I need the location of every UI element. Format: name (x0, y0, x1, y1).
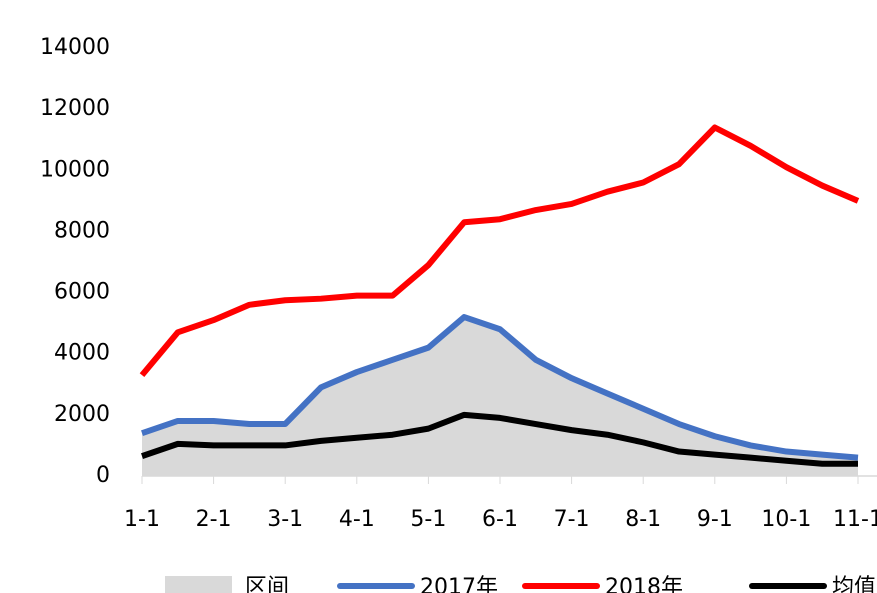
y-tick-label: 8000 (54, 218, 110, 243)
x-tick-label: 7-1 (554, 507, 590, 532)
x-tick-label: 2-1 (196, 507, 232, 532)
line (139, 124, 860, 378)
y-tick-label: 12000 (40, 96, 110, 121)
x-tick-label: 5-1 (410, 507, 446, 532)
x-tick-label: 11-1 (833, 507, 877, 532)
x-tick-label: 1-1 (124, 507, 160, 532)
line (141, 411, 858, 467)
legend-label: 2018年 (605, 575, 683, 593)
x-tick-label: 10-1 (761, 507, 811, 532)
line (141, 314, 859, 461)
y-tick-label: 0 (96, 463, 110, 488)
area (142, 317, 858, 476)
legend-label: 区间 (245, 575, 289, 593)
x-tick-label: 9-1 (697, 507, 733, 532)
y-tick-label: 10000 (40, 157, 110, 182)
y-tick-label: 14000 (40, 35, 110, 60)
y-tick-label: 4000 (54, 341, 110, 366)
legend-label: 均值 (832, 575, 876, 593)
x-tick-label: 6-1 (482, 507, 518, 532)
legend-label: 2017年 (420, 575, 498, 593)
y-tick-label: 6000 (54, 280, 110, 305)
legend-swatch (165, 576, 232, 593)
x-tick-label: 8-1 (625, 507, 661, 532)
x-tick-label: 3-1 (267, 507, 303, 532)
y-tick-label: 2000 (54, 402, 110, 427)
x-tick-label: 4-1 (339, 507, 375, 532)
